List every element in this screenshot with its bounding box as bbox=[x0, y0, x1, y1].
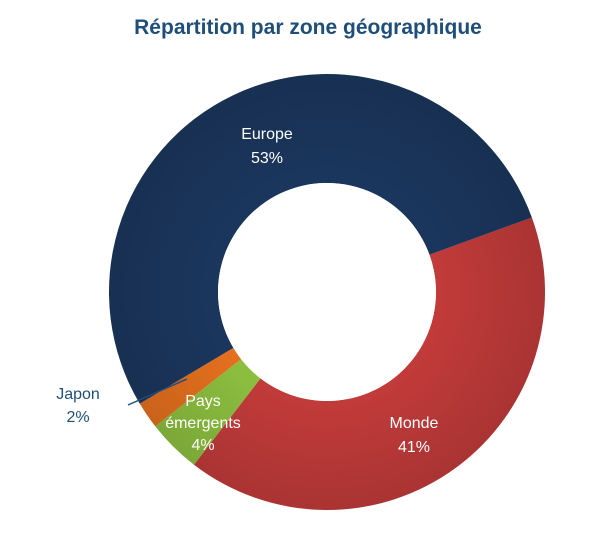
category-label-europe-0: Europe bbox=[241, 126, 293, 143]
category-label-pays-emergents-0: Pays bbox=[185, 393, 221, 410]
value-label-pays-emergents: 4% bbox=[191, 437, 214, 454]
category-label-pays-emergents-1: émergents bbox=[165, 415, 241, 432]
chart-title: Répartition par zone géographique bbox=[134, 16, 482, 39]
value-label-europe: 53% bbox=[251, 150, 283, 167]
donut-hole bbox=[218, 183, 436, 401]
value-label-japon: 2% bbox=[66, 409, 89, 426]
category-label-monde-0: Monde bbox=[390, 415, 439, 432]
category-label-japon-0: Japon bbox=[56, 386, 100, 403]
value-label-monde: 41% bbox=[398, 439, 430, 456]
leader-line-japon bbox=[127, 378, 188, 406]
